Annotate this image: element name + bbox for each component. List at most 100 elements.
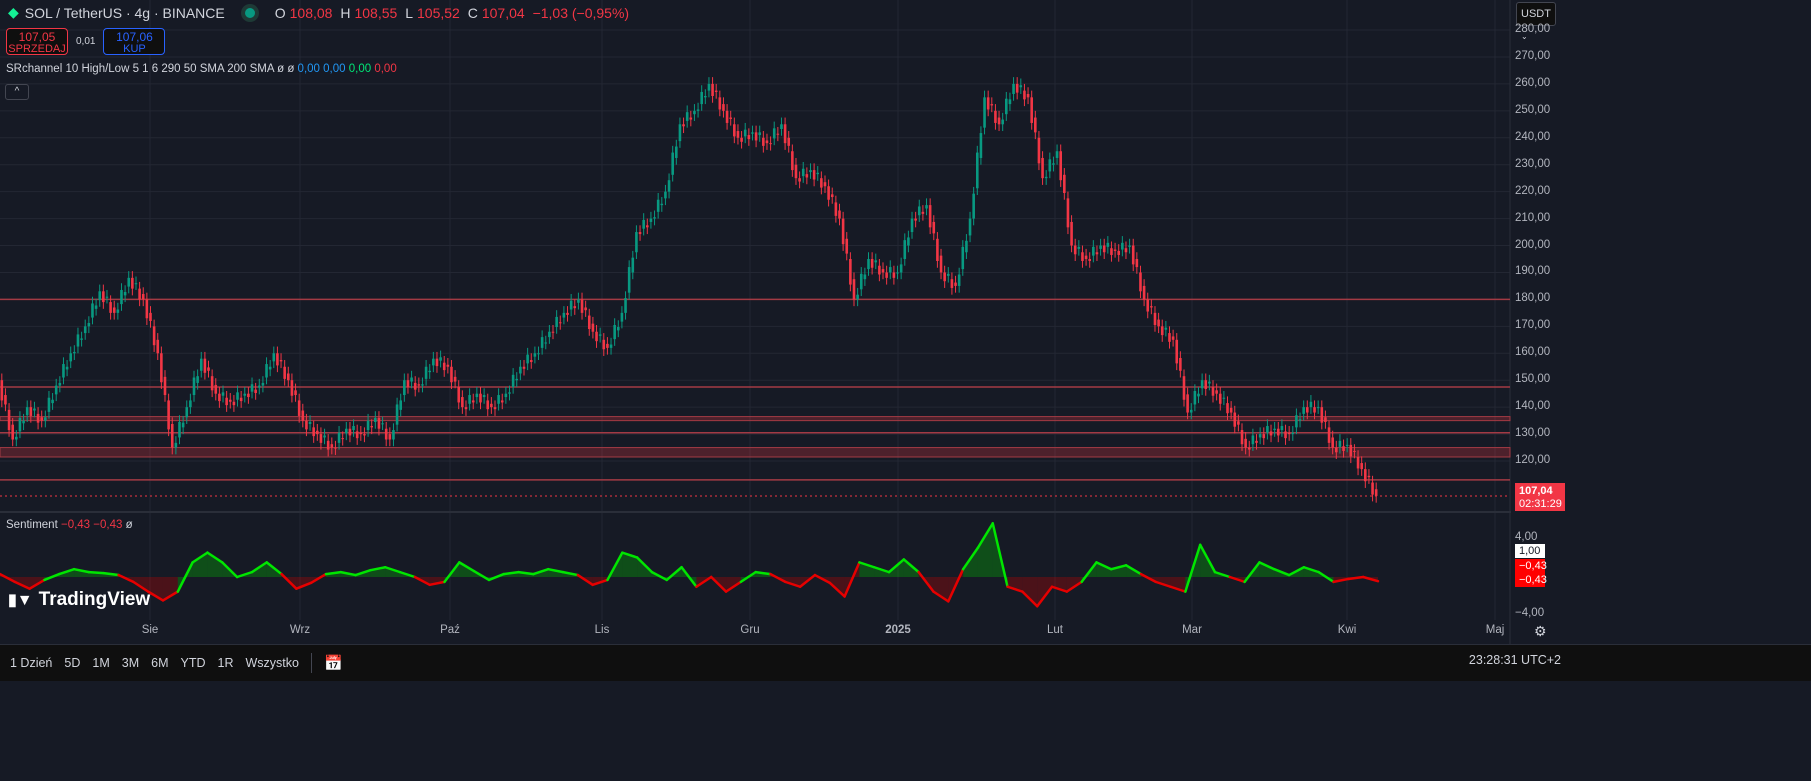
candle — [1146, 299, 1150, 312]
candle — [33, 408, 36, 411]
candle — [1247, 447, 1251, 450]
price-chart[interactable] — [0, 0, 1811, 644]
candle — [337, 432, 341, 443]
sentiment-line — [398, 570, 417, 579]
candle — [801, 168, 805, 177]
candle — [537, 353, 540, 355]
candle — [899, 264, 903, 273]
buy-button[interactable]: 107,06 KUP — [103, 28, 166, 55]
candle — [1320, 407, 1324, 423]
candle — [76, 334, 80, 347]
candle — [954, 282, 957, 286]
clock[interactable]: 23:28:31 UTC+2 — [1468, 653, 1561, 667]
candle — [457, 386, 461, 403]
sentiment-line — [561, 570, 580, 577]
time-tick: Wrz — [289, 624, 311, 636]
candle — [990, 104, 994, 106]
candle — [123, 291, 127, 296]
candle — [1334, 447, 1338, 453]
candle — [479, 393, 482, 403]
candle — [497, 395, 500, 404]
sentiment-line — [858, 561, 876, 569]
candle — [577, 299, 580, 303]
sentiment-line — [324, 570, 343, 576]
candle — [598, 334, 602, 336]
sentiment-line — [695, 575, 713, 588]
sentiment-line — [0, 572, 17, 584]
candle — [519, 366, 522, 374]
candle — [1121, 242, 1124, 250]
range-all[interactable]: Wszystko — [245, 656, 299, 670]
sentiment-line — [1287, 566, 1306, 577]
candle — [29, 407, 33, 416]
candle — [1153, 312, 1157, 325]
candle — [1349, 444, 1353, 457]
sentiment-line — [1273, 567, 1291, 577]
sentiment-line — [1243, 561, 1261, 584]
candle — [138, 288, 141, 300]
sell-button[interactable]: 107,05 SPRZEDAJ — [6, 28, 68, 55]
candle — [863, 274, 867, 280]
candle — [754, 132, 758, 141]
candle — [18, 417, 22, 432]
candle — [279, 360, 283, 362]
price-tick: 120,00 — [1515, 454, 1551, 467]
candle — [1088, 258, 1092, 262]
candle — [1186, 394, 1189, 413]
candle — [1200, 380, 1204, 389]
candle — [562, 312, 566, 318]
candle — [910, 218, 914, 233]
candle — [783, 124, 787, 144]
candle — [870, 258, 874, 268]
time-tick: Sie — [141, 624, 159, 636]
indicator-legend[interactable]: SRchannel 10 High/Low 5 1 6 290 50 SMA 2… — [6, 63, 397, 75]
candle — [943, 272, 946, 282]
candle — [272, 353, 276, 362]
candle — [232, 401, 236, 406]
range-1d[interactable]: 1 Dzień — [10, 656, 53, 670]
sentiment-line — [161, 590, 180, 602]
candle — [678, 124, 682, 142]
candle — [149, 312, 152, 321]
price-tick: 230,00 — [1515, 157, 1551, 170]
settings-gear-icon[interactable]: ⚙ — [1534, 623, 1547, 639]
candle — [1063, 174, 1066, 193]
tradingview-logo[interactable]: ▮▼ TradingView — [8, 589, 151, 610]
price-tick: 160,00 — [1515, 346, 1551, 359]
sentiment-line — [769, 572, 787, 584]
candle — [366, 420, 370, 431]
candle — [1208, 381, 1211, 384]
candle — [4, 395, 7, 405]
currency-select[interactable]: USDT ⌄ — [1516, 2, 1556, 41]
candle — [794, 164, 798, 179]
candle — [1287, 432, 1291, 435]
range-6m[interactable]: 6M — [151, 656, 169, 670]
candle — [504, 393, 508, 398]
range-ytd[interactable]: YTD — [180, 656, 206, 670]
candle — [1048, 159, 1052, 172]
sentiment-line — [1332, 577, 1350, 584]
goto-date-calendar-icon[interactable]: 📅 — [323, 655, 343, 672]
sentiment-line — [1213, 570, 1232, 579]
candle — [471, 400, 475, 403]
candle — [490, 403, 493, 408]
range-1y[interactable]: 1R — [217, 656, 234, 670]
sentiment-legend[interactable]: Sentiment −0,43 −0,43 ø — [6, 519, 133, 531]
range-5d[interactable]: 5D — [64, 656, 81, 670]
sentiment-line — [13, 580, 31, 590]
candle — [406, 380, 410, 387]
candle — [468, 395, 471, 404]
range-3m[interactable]: 3M — [121, 656, 140, 670]
candle — [997, 117, 1001, 125]
candle — [1179, 357, 1182, 371]
candle — [486, 400, 490, 410]
symbol-title[interactable]: SOL / TetherUS · 4g · BINANCE — [24, 4, 225, 21]
range-1m[interactable]: 1M — [92, 656, 110, 670]
candle — [377, 417, 381, 429]
candle — [432, 358, 435, 366]
collapse-legend-button[interactable]: ^ — [5, 84, 29, 100]
sentiment-line — [798, 573, 817, 588]
sentiment-line — [117, 573, 135, 584]
candle — [653, 217, 656, 219]
candle — [276, 353, 279, 366]
